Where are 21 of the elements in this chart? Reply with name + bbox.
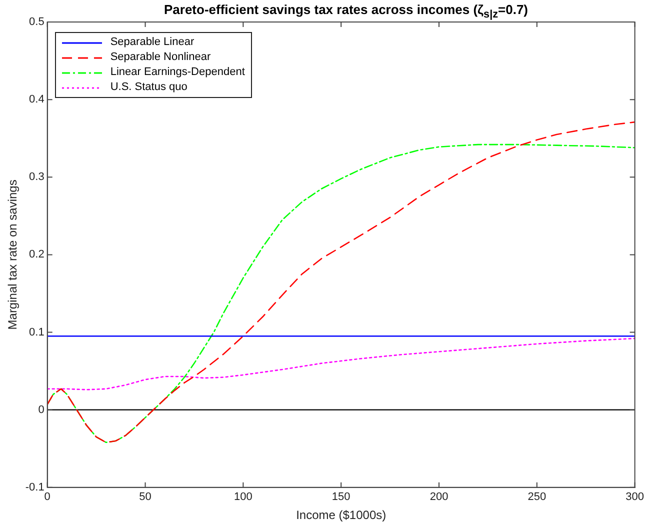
x-tick-label: 150 [332,491,350,504]
legend-label: Separable Linear [110,35,194,50]
y-axis-title: Marginal tax rate on savings [6,180,20,330]
y-tick-label: -0.1 [25,481,44,494]
y-tick-label: 0.2 [29,248,44,261]
y-tick-label: 0 [38,404,44,416]
chart-title: Pareto-efficient savings tax rates across incomes (ζ$_{s|z}$=0.7) [162,2,530,21]
x-tick-label: 100 [234,491,252,504]
x-tick-label: 250 [528,491,546,504]
y-tick-label: 0.3 [29,171,44,184]
legend-label: Separable Nonlinear [110,50,211,65]
y-tick-label: 0.5 [29,16,44,28]
x-tick-label: 200 [430,491,448,504]
y-tick-label: 0.4 [29,94,44,106]
x-tick-label: 300 [626,491,644,504]
legend-label: U.S. Status quo [110,80,188,95]
x-axis-title: Income ($1000s) [296,508,386,522]
x-tick-label: 50 [139,491,152,504]
legend-label: Linear Earnings-Dependent [110,65,245,80]
y-tick-label: 0.1 [29,326,44,338]
line-series [47,338,635,390]
